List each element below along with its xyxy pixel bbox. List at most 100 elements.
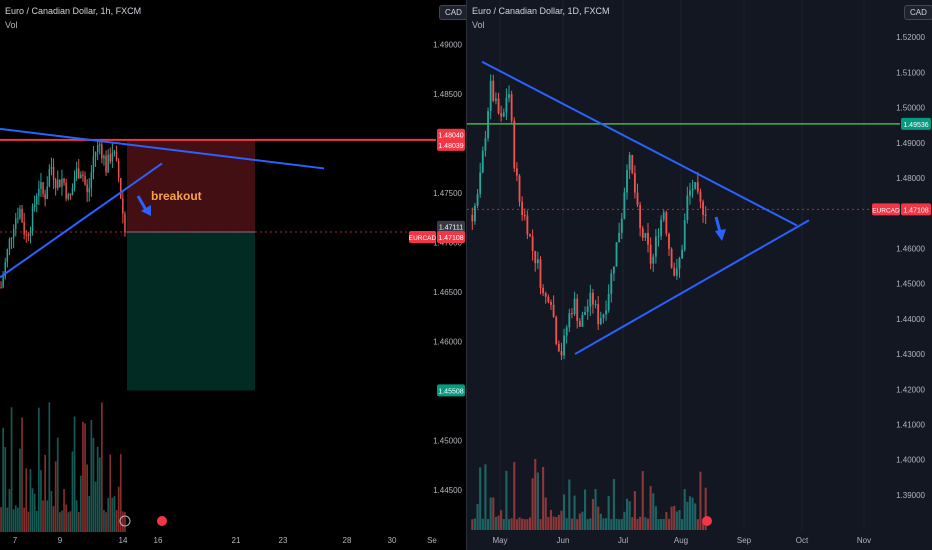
volume-bar (101, 402, 103, 532)
volume-bar (65, 504, 67, 532)
daily-chart[interactable]: 1.52000 1.51000 1.50000 1.49000 1.48000 1.460… (467, 0, 932, 550)
candle-body (673, 267, 676, 276)
y-tick-label: 1.46000 (896, 244, 925, 253)
volume-bar (570, 518, 574, 530)
candle-body (109, 154, 111, 162)
candle-body (510, 94, 513, 121)
candle-body (508, 94, 510, 98)
candle-body (607, 294, 610, 311)
currency-button[interactable]: CAD (439, 5, 466, 20)
volume-bar (103, 509, 105, 532)
volume-bar (610, 519, 613, 530)
volume-bar (633, 491, 636, 530)
volume-bar (52, 506, 55, 532)
x-tick-label: Se (427, 536, 437, 545)
price-tag-label: 1.47108 (438, 235, 463, 242)
volume-bar (639, 516, 642, 530)
y-tick-label: 1.48500 (433, 90, 462, 99)
currency-button[interactable]: CAD (904, 5, 932, 20)
candle-body (662, 212, 665, 220)
volume-bar (552, 516, 555, 530)
x-tick-label: 21 (232, 536, 241, 545)
volume-bar (92, 437, 95, 532)
price-tag-label: 1.47108 (903, 207, 928, 214)
volume-bar (589, 518, 592, 530)
volume-bar (515, 519, 518, 530)
candle-body (502, 112, 505, 117)
volume-bar (694, 503, 697, 530)
candle-body (6, 249, 9, 263)
volume-bar (681, 519, 684, 530)
candle-body (44, 193, 46, 200)
volume-bar (31, 488, 34, 532)
volume-bar (549, 509, 553, 530)
volume-bar (484, 464, 487, 530)
volume-bar (620, 519, 623, 530)
volume-bar (576, 519, 579, 530)
x-tick-label: Aug (674, 536, 688, 545)
candle-body (2, 276, 4, 288)
candle-body (61, 178, 63, 187)
volume-bar (502, 519, 505, 530)
candle-body (57, 179, 59, 189)
candle-body (99, 144, 101, 146)
volume-bar (10, 407, 13, 532)
volume-bar (48, 402, 51, 532)
candle-body (623, 192, 626, 219)
volume-bar (473, 518, 476, 530)
volume-bar (531, 478, 534, 530)
candle-body (602, 314, 605, 319)
candle-body (620, 218, 623, 233)
x-tick-label: 9 (58, 536, 63, 545)
volume-bar (42, 500, 44, 532)
volume-bar (691, 497, 694, 530)
volume-bar (565, 518, 568, 530)
y-tick-label: 1.45000 (896, 280, 925, 289)
x-tick-label: 23 (279, 536, 288, 545)
volume-bar (40, 470, 42, 532)
volume-bar (479, 467, 482, 530)
volume-bar (615, 518, 618, 530)
candle-body (576, 298, 579, 321)
y-tick-label: 1.48000 (896, 174, 925, 183)
daily-chart-pane[interactable]: 1.52000 1.51000 1.50000 1.49000 1.48000 1.460… (467, 0, 932, 550)
candle-body (618, 232, 621, 243)
y-tick-label: 1.49000 (433, 41, 462, 50)
candle-body (670, 248, 673, 268)
candle-body (4, 262, 6, 277)
flash-icon (119, 515, 131, 527)
volume-bar (90, 419, 93, 532)
hourly-chart-pane[interactable]: 1.49000 1.48500 1.47500 1.47000 1.46500 1.460… (0, 0, 466, 550)
candle-body (36, 195, 38, 205)
take-profit-zone (127, 232, 255, 391)
volume-bar (654, 506, 657, 530)
volume-bar (115, 510, 118, 532)
candle-body (626, 170, 628, 193)
candle-body (59, 179, 61, 187)
pane-divider[interactable] (466, 0, 467, 550)
volume-bar (6, 507, 9, 532)
volume-bar (625, 498, 629, 530)
candle-body (107, 154, 109, 173)
ascending-trendline (0, 162, 163, 279)
candle-body (117, 160, 120, 179)
volume-bar (38, 407, 40, 532)
candle-body (0, 287, 2, 289)
candle-body (46, 186, 48, 200)
candle-body (683, 219, 686, 250)
candle-body (113, 151, 116, 153)
candle-body (73, 178, 76, 188)
candle-body (52, 166, 55, 180)
y-tick-label: 1.46000 (433, 338, 462, 347)
candle-body (605, 310, 607, 315)
volume-bar (109, 454, 112, 532)
hourly-chart[interactable]: 1.49000 1.48500 1.47500 1.47000 1.46500 1.460… (0, 0, 466, 550)
candle-body (686, 195, 689, 220)
volume-bar (688, 496, 692, 530)
volume-bar (12, 509, 15, 532)
candle-body (69, 194, 72, 196)
candle-body (552, 304, 555, 317)
candle-body (584, 312, 586, 315)
volume-bar (63, 489, 65, 532)
volume-bar (597, 506, 600, 530)
